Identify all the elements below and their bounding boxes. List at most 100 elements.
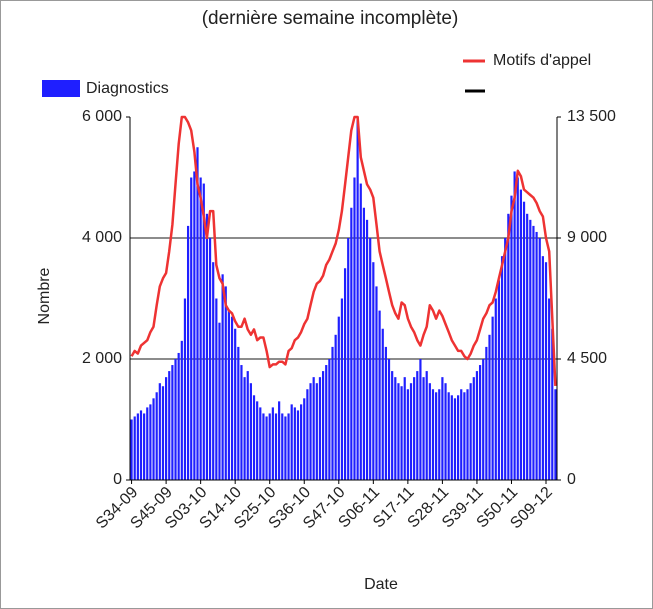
bar (183, 298, 187, 480)
bar (240, 365, 243, 480)
bar (463, 392, 466, 480)
bar (438, 389, 441, 480)
bar (488, 334, 491, 480)
bar (337, 316, 340, 480)
bar (262, 413, 265, 480)
bar (510, 195, 513, 480)
bar (478, 365, 482, 480)
bar (485, 346, 488, 480)
bar (186, 225, 190, 480)
bar (190, 177, 193, 480)
bar (453, 398, 457, 480)
bar (318, 377, 322, 480)
bar (215, 298, 218, 480)
bar (548, 298, 551, 480)
bar (526, 213, 529, 481)
bar (347, 238, 350, 480)
bar (133, 416, 136, 480)
bar (538, 238, 541, 480)
bar (507, 213, 510, 481)
bar (397, 383, 400, 480)
legend-label: Diagnostics (86, 80, 169, 97)
bar (309, 383, 312, 480)
legend-swatch (42, 80, 80, 97)
bar (296, 410, 300, 480)
bar (212, 262, 215, 480)
bar (369, 238, 372, 480)
bar (375, 286, 378, 480)
bar (139, 410, 143, 480)
bar (149, 404, 152, 480)
bar (500, 256, 504, 480)
bar (519, 189, 522, 480)
bar (284, 416, 287, 480)
bar (513, 171, 516, 480)
bar (303, 398, 306, 480)
bar (180, 340, 183, 480)
bar (551, 328, 554, 480)
bar (413, 377, 416, 480)
bar (256, 401, 259, 480)
bar (353, 177, 356, 480)
bar (422, 377, 425, 480)
bar (161, 386, 165, 480)
bar (475, 371, 479, 480)
bar (441, 377, 444, 480)
bar (406, 389, 409, 480)
bar (230, 316, 234, 480)
bar (165, 377, 168, 480)
bar (328, 359, 331, 480)
bar (237, 346, 240, 480)
bar (532, 225, 535, 480)
bar (243, 377, 246, 480)
bar (171, 365, 174, 480)
bar (394, 377, 397, 480)
y-tick-label: 0 (113, 471, 122, 488)
bar (155, 392, 158, 480)
bar (391, 371, 394, 480)
bar (193, 171, 196, 480)
bar (268, 413, 271, 480)
bar (457, 395, 460, 480)
y2-tick-label: 9 000 (567, 229, 607, 246)
bar (409, 383, 413, 480)
bar (497, 280, 501, 480)
bar (444, 383, 447, 480)
bar (208, 238, 212, 480)
bar (469, 383, 472, 480)
bar (504, 238, 507, 480)
bar (491, 316, 494, 480)
y-axis-label: Nombre (36, 267, 53, 324)
legend-label: Motifs d'appel (493, 52, 591, 69)
bar (529, 219, 532, 480)
bar (259, 407, 262, 480)
y-tick-label: 4 000 (82, 229, 122, 246)
bar (554, 389, 557, 480)
bar (315, 383, 318, 480)
bar (340, 298, 344, 480)
bar (281, 413, 284, 480)
bar (384, 346, 387, 480)
bar (278, 401, 281, 480)
bar (246, 371, 249, 480)
bar (152, 398, 155, 480)
bar (146, 407, 149, 480)
bar (431, 389, 435, 480)
bar (143, 413, 146, 480)
bar (249, 383, 252, 480)
bar (482, 359, 485, 480)
bar (312, 377, 315, 480)
bar (287, 413, 290, 480)
line (130, 115, 557, 386)
bar (334, 334, 337, 480)
bar (252, 395, 256, 480)
bar (450, 395, 453, 480)
bar (199, 177, 202, 480)
y2-tick-label: 0 (567, 471, 576, 488)
bar (350, 207, 353, 480)
bar (290, 404, 293, 480)
bar (136, 413, 139, 480)
bar (221, 274, 224, 480)
bar (362, 207, 366, 480)
bar (196, 147, 199, 480)
